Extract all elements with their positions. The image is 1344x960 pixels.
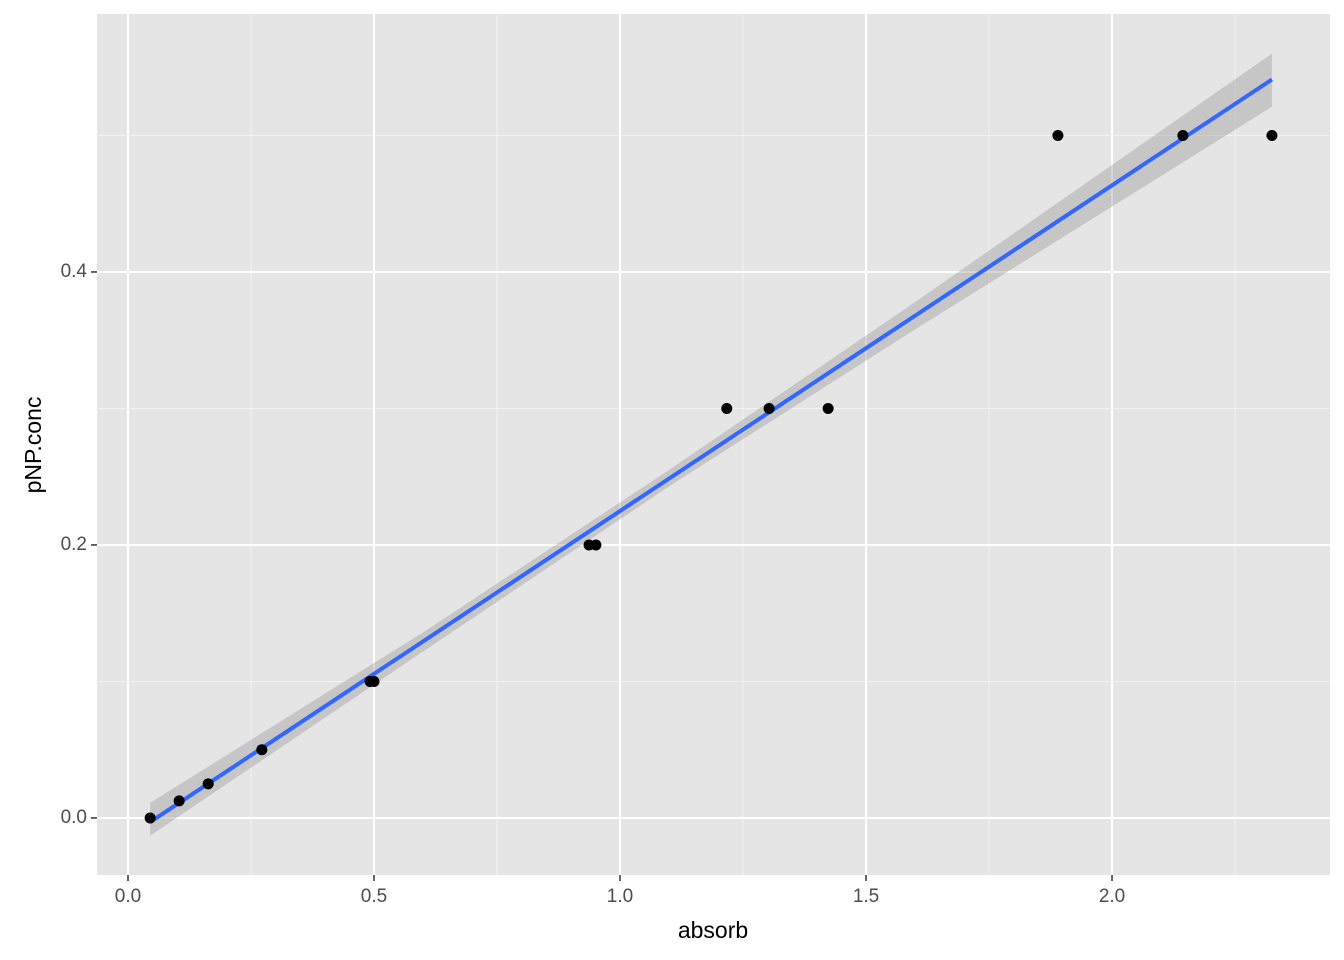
point bbox=[763, 402, 775, 414]
point bbox=[144, 812, 156, 824]
point bbox=[822, 402, 834, 414]
point bbox=[1177, 129, 1189, 141]
x-tick-label: 1.5 bbox=[853, 886, 879, 907]
x-tick-label: 0.5 bbox=[361, 886, 387, 907]
x-tick-label: 0.0 bbox=[115, 886, 141, 907]
point bbox=[256, 744, 268, 756]
point bbox=[1052, 129, 1064, 141]
x-tick-label: 2.0 bbox=[1099, 886, 1125, 907]
x-axis-title: absorb bbox=[678, 917, 748, 943]
x-tick-label: 1.0 bbox=[607, 886, 633, 907]
point bbox=[202, 778, 214, 790]
y-tick-label: 0.0 bbox=[61, 807, 87, 828]
y-tick-label: 0.2 bbox=[61, 534, 87, 555]
point bbox=[173, 795, 185, 807]
y-axis-title: pNP.conc bbox=[20, 397, 46, 494]
confidence-band bbox=[150, 53, 1272, 836]
point bbox=[368, 675, 380, 687]
point bbox=[721, 402, 733, 414]
point bbox=[1266, 129, 1278, 141]
fit-line bbox=[149, 77, 1274, 824]
panel bbox=[97, 14, 1330, 875]
y-tick-label: 0.4 bbox=[61, 261, 88, 282]
point bbox=[590, 539, 602, 551]
